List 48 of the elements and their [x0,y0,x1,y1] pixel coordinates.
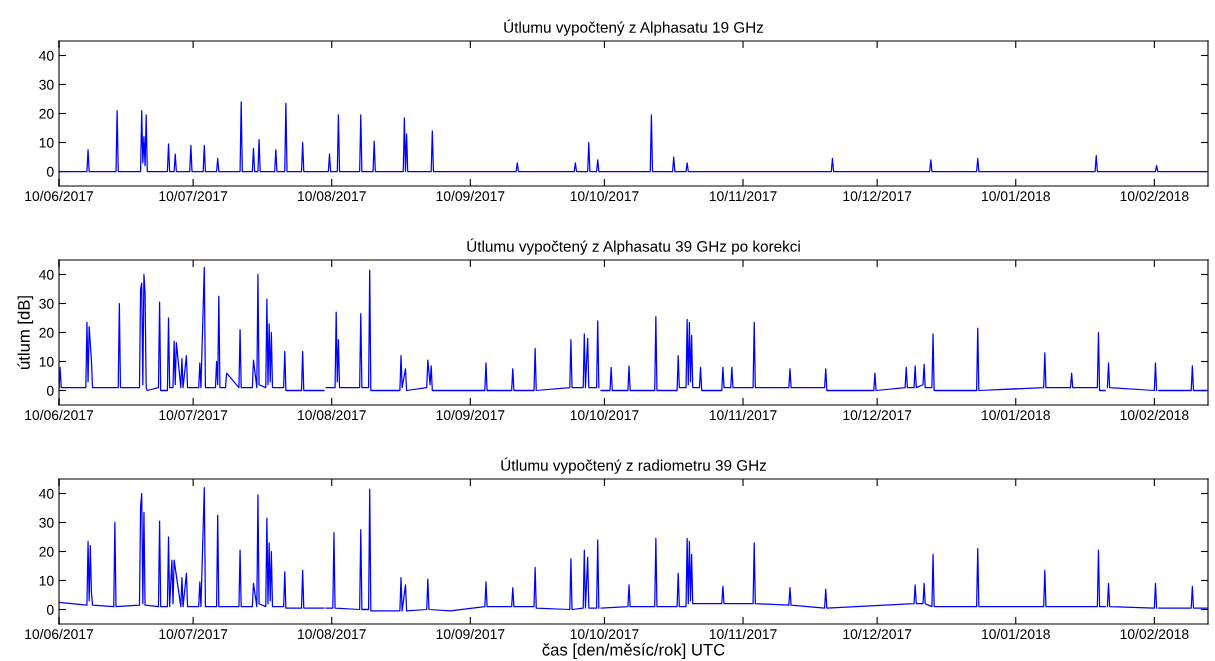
x-tick-label: 10/08/2017 [298,628,366,640]
x-tick-label: 10/10/2017 [570,409,639,421]
x-tick-label: 10/07/2017 [159,409,228,421]
x-tick-label: 10/12/2017 [843,409,912,421]
chart-title: Útlumu vypočtený z Alphasatu 19 GHz [504,19,764,36]
x-tick-label: 10/09/2017 [436,409,505,421]
y-tick-label: 0 [46,604,54,615]
x-tick-label: 10/09/2017 [436,190,505,202]
x-axis-title: čas [den/měsíc/rok] UTC [542,643,725,659]
y-tick-label: 30 [39,79,54,90]
y-tick-label: 30 [39,298,54,309]
chart-title: Útlumu vypočtený z Alphasatu 39 GHz po korekci [467,238,800,255]
x-tick-label: 10/10/2017 [570,628,639,640]
y-tick-label: 30 [39,517,54,528]
x-tick-label: 10/12/2017 [843,628,912,640]
x-tick-label: 10/02/2018 [1120,628,1189,640]
x-tick-label: 10/11/2017 [709,409,777,421]
y-tick-label: 40 [39,269,54,280]
y-tick-label: 10 [39,575,54,586]
x-tick-label: 10/01/2018 [982,628,1050,640]
y-tick-label: 10 [39,356,54,367]
x-tick-label: 10/12/2017 [843,190,912,202]
line-series [59,101,1208,173]
x-tick-label: 10/08/2017 [298,190,366,202]
x-tick-label: 10/07/2017 [159,628,228,640]
y-tick-label: 40 [39,488,54,499]
y-tick-label: 0 [46,166,54,177]
y-tick-label: 20 [39,108,54,119]
y-tick-label: 20 [39,327,54,338]
y-axis-title: útlum [dB] [17,296,34,369]
x-tick-label: 10/01/2018 [982,190,1050,202]
y-tick-label: 10 [39,137,54,148]
x-tick-label: 10/06/2017 [25,190,94,202]
x-tick-label: 10/09/2017 [436,628,505,640]
x-tick-label: 10/02/2018 [1120,190,1189,202]
x-tick-label: 10/06/2017 [25,628,94,640]
x-tick-label: 10/02/2018 [1120,409,1189,421]
chart-title: Útlumu vypočtený z radiometru 39 GHz [501,457,767,474]
y-tick-label: 0 [46,385,54,396]
x-tick-label: 10/11/2017 [709,628,777,640]
y-tick-label: 20 [39,546,54,557]
x-tick-label: 10/01/2018 [982,409,1050,421]
x-tick-label: 10/06/2017 [25,409,94,421]
y-tick-label: 40 [39,50,54,61]
x-tick-label: 10/11/2017 [709,190,777,202]
x-tick-label: 10/07/2017 [159,190,228,202]
x-tick-label: 10/10/2017 [570,190,639,202]
x-tick-label: 10/08/2017 [298,409,366,421]
